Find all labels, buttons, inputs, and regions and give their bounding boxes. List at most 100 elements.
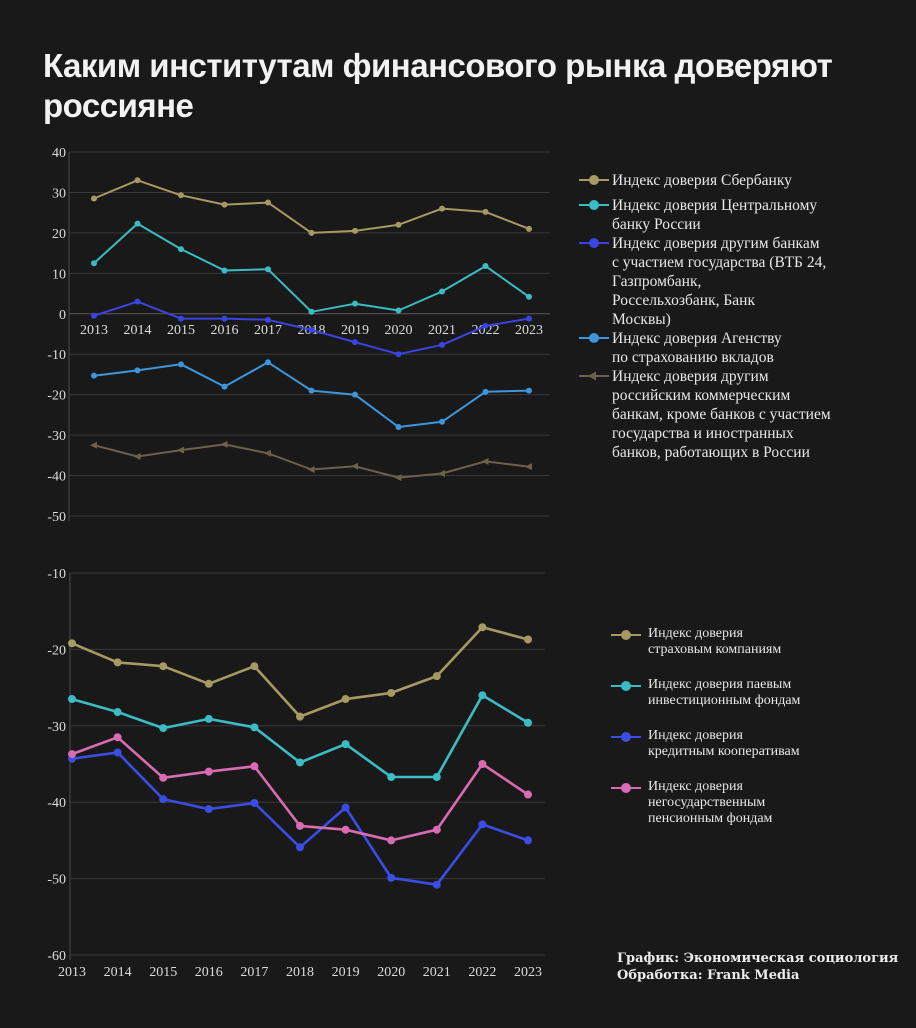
data-point [438,470,445,478]
legend-swatch-icon [611,783,641,793]
y-tick-label: -10 [47,567,66,582]
series-1 [91,177,532,236]
data-point [387,836,396,845]
x-tick-label: 2014 [104,965,132,980]
data-point [478,623,487,632]
legend-label: инвестиционным фондам [648,693,801,708]
data-point [296,712,304,721]
y-tick-label: -20 [47,643,66,658]
data-point [68,695,76,704]
data-point [526,315,532,322]
legend-label: Индекс доверия [648,779,743,794]
chart-top: 40 30 20 10 0 -10 -20 -30 -40 -50 2013 2014 2015 2016… [47,146,550,525]
x-tick-label: 2015 [167,323,195,338]
legend-label: Индекс доверия Агенству [612,330,782,347]
series-line [93,222,530,313]
data-point [159,724,168,733]
x-tick-label: 2016 [211,323,239,338]
data-point [352,227,358,234]
data-point [482,322,489,329]
x-tick-label: 2018 [286,965,314,980]
series-line [71,751,529,887]
data-point [432,825,441,834]
data-point [352,339,358,346]
data-point [265,316,271,323]
data-point [341,825,350,834]
legend-label: Москвы) [612,311,671,328]
data-point [439,418,445,425]
x-tick-label: 2016 [195,965,223,980]
footer-credits: График: Экономическая социология Обработ… [617,950,898,984]
data-point [352,300,358,307]
data-point [395,424,402,431]
y-tick-label: -50 [47,510,66,525]
legend-item: Индекс доверия Центральному банку России [579,196,899,234]
data-point [308,308,315,315]
data-point [394,474,402,482]
series-3 [91,298,532,358]
data-point [432,672,441,681]
data-point [264,449,271,457]
data-point [134,177,141,184]
legend-label: Индекс доверия другим банкам [612,235,820,252]
data-point [478,691,487,700]
series-3 [68,748,532,889]
data-point [439,288,445,295]
data-point [159,795,168,804]
y-tick-label: -30 [47,429,66,444]
data-point [524,790,532,799]
data-point [341,740,350,749]
data-point [395,351,402,358]
y-tick-label: 40 [52,146,66,161]
data-point [478,760,487,768]
data-point [439,341,445,348]
data-point [308,229,315,236]
legend-swatch-icon [579,333,609,343]
data-point [296,758,304,767]
data-point [482,208,489,215]
data-point [134,220,141,227]
data-point [91,312,97,319]
y-tick-label: 20 [52,227,66,242]
legend-item: Индекс доверия кредитным кооперативам [611,728,871,760]
data-point [482,388,489,395]
data-point [91,260,97,267]
data-point [481,457,489,465]
series-line [93,443,530,479]
data-point [250,762,259,771]
x-tick-label: 2022 [472,323,500,338]
legend-swatch-icon [579,371,609,381]
x-tick-label: 2023 [514,965,542,980]
legend-label: Индекс доверия другим [612,368,769,385]
legend-label: Индекс доверия паевым [648,677,792,692]
data-point [113,658,122,667]
x-tick-label: 2020 [385,323,413,338]
series-5 [90,440,532,482]
data-point [265,266,271,273]
x-tick-label: 2019 [341,323,369,338]
series-line [71,625,529,718]
data-point [387,688,396,697]
legend-bottom: Индекс доверия страховым компаниям Индекс … [611,626,871,846]
x-tick-label: 2013 [58,965,86,980]
legend-label: банку России [612,216,701,233]
data-point [250,662,259,671]
data-point [204,767,213,776]
legend-label: государства и иностранных [612,425,794,442]
data-point [178,192,184,199]
data-point [177,446,184,454]
legend-label: Индекс доверия [648,626,743,641]
legend-label: банкам, кроме банков с участием [612,406,831,423]
legend-swatch-icon [579,238,609,248]
data-point [221,383,228,390]
legend-label: с участием государства (ВТБ 24, [612,254,827,271]
legend-top: Индекс доверия Сбербанку Индекс доверия Ц… [579,171,899,462]
data-point [90,441,97,449]
data-point [134,367,141,374]
legend-label: страховым компаниям [648,642,782,657]
data-point [395,307,402,314]
legend-item: Индекс доверия другим российским коммерче… [579,367,899,462]
data-point [525,463,532,471]
x-tick-label: 2023 [515,323,543,338]
legend-swatch-icon [611,630,641,640]
